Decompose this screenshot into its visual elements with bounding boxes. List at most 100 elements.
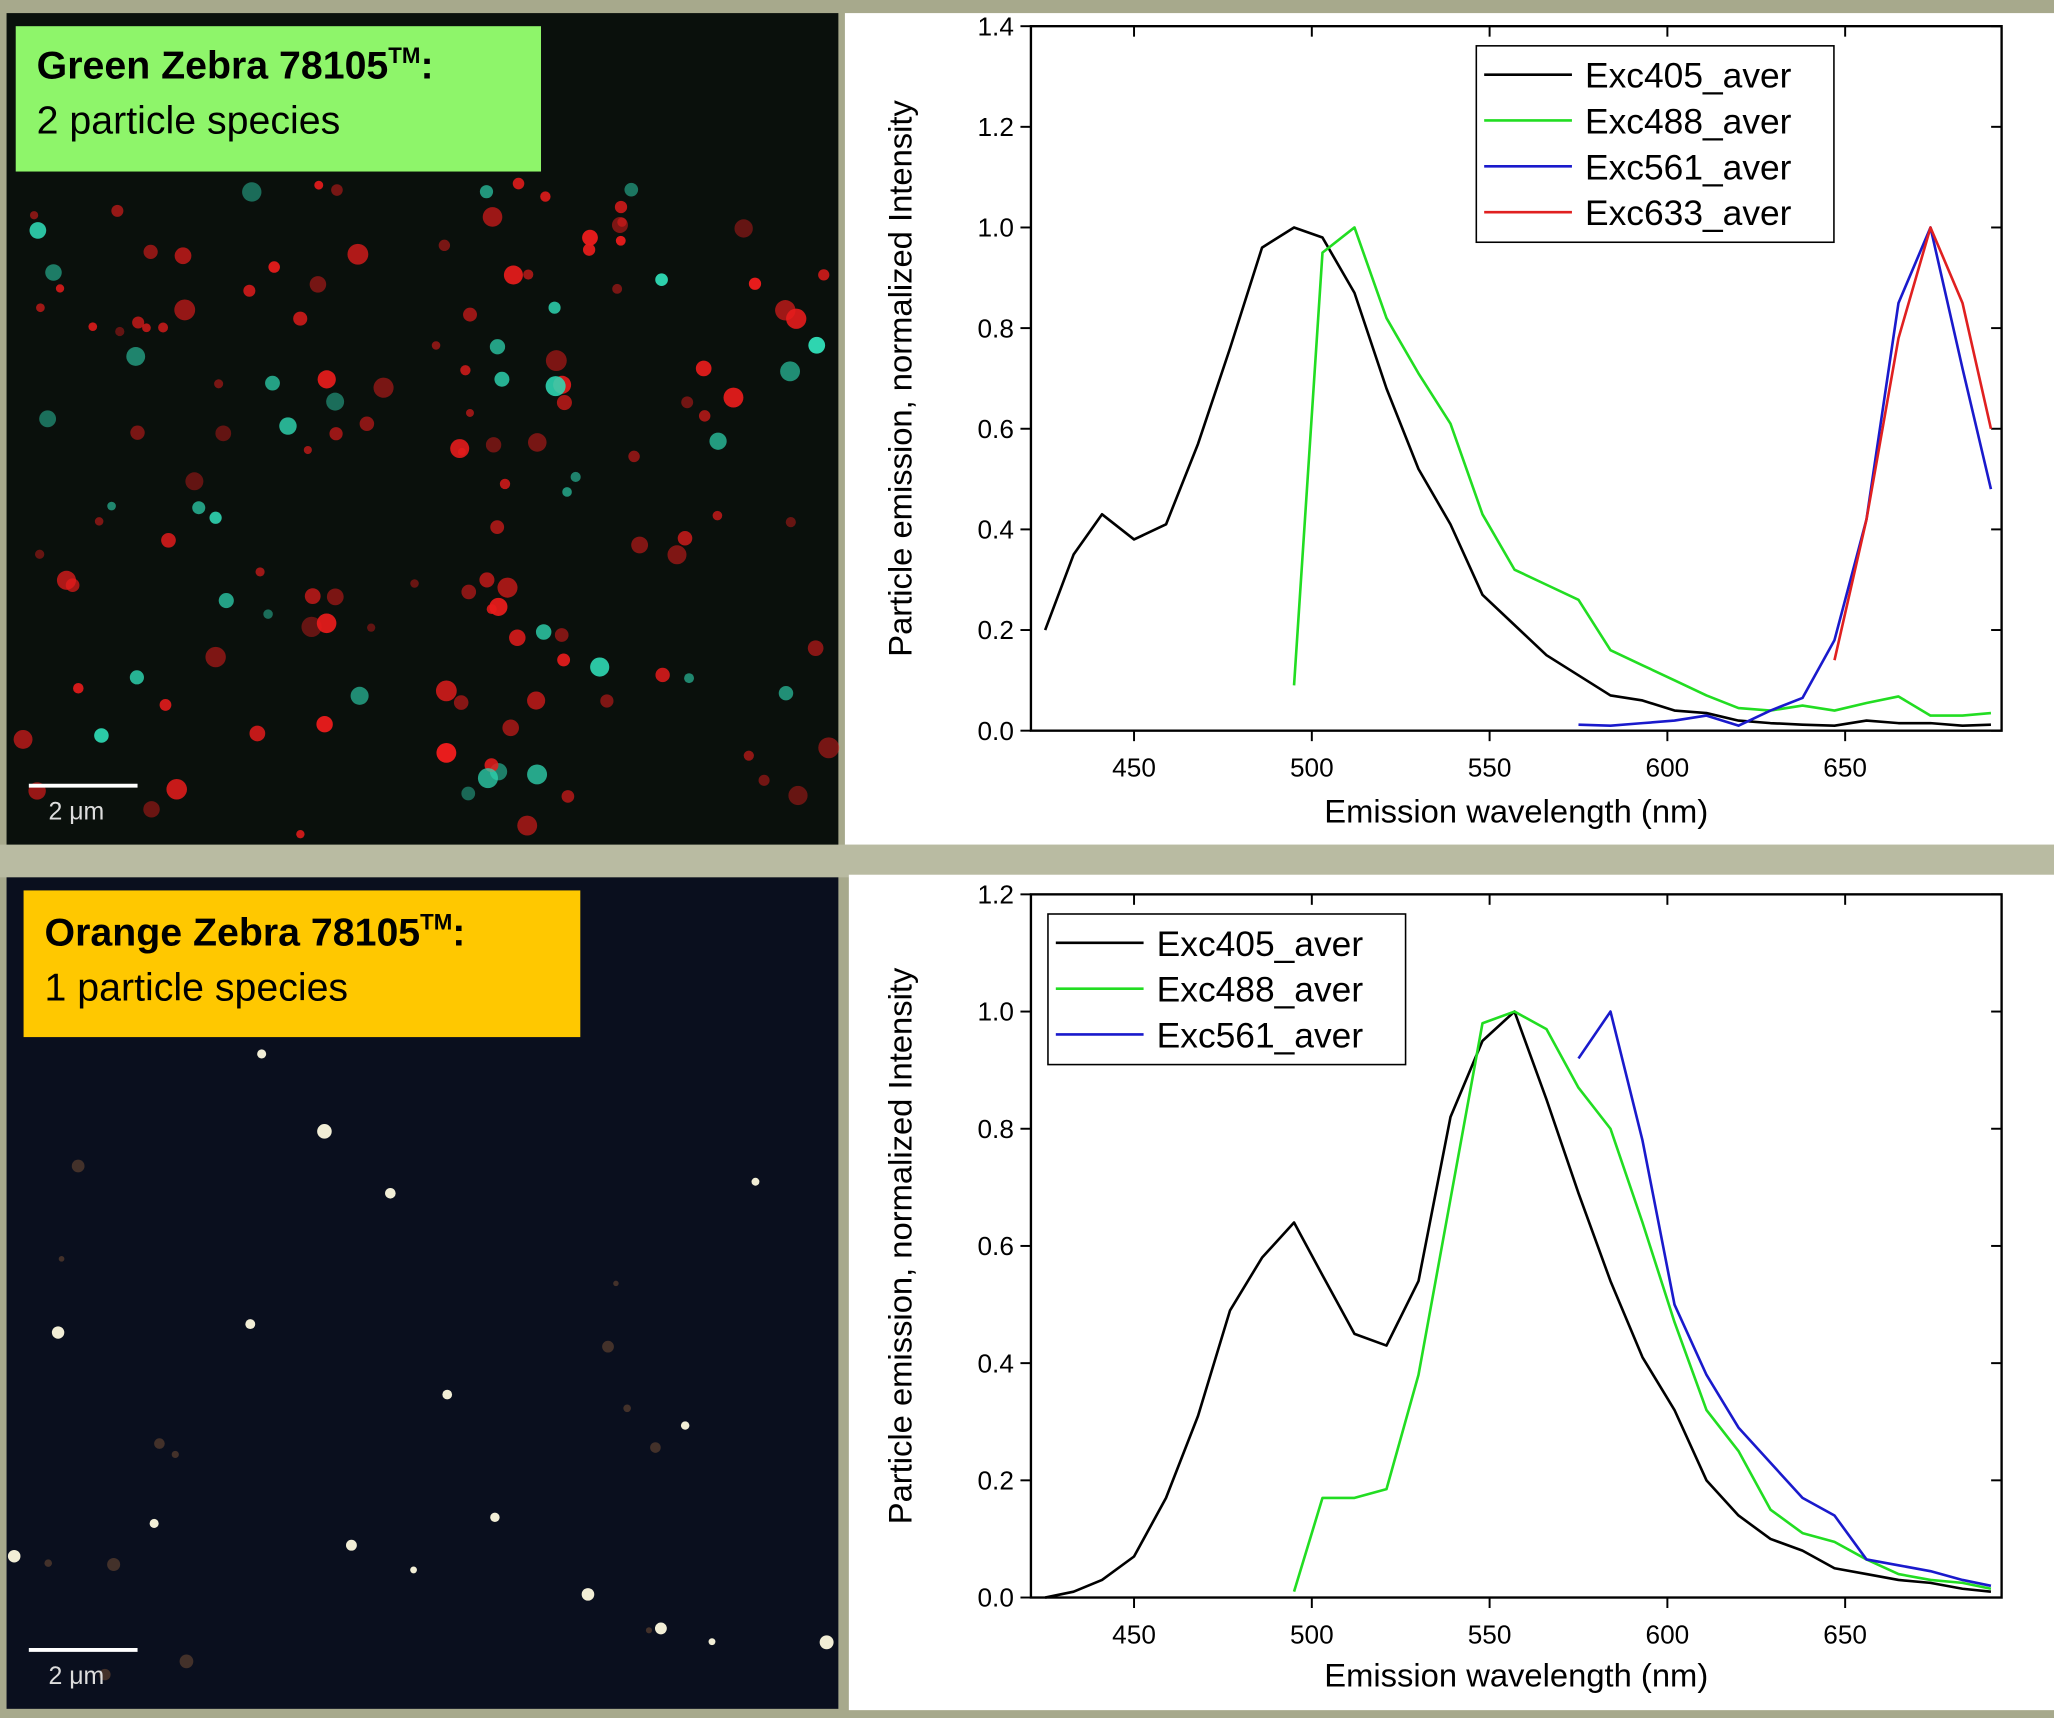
particle: [461, 786, 476, 801]
particle: [88, 322, 98, 332]
y-tick-label: 1.2: [977, 880, 1013, 910]
particle: [263, 609, 273, 619]
particle: [545, 376, 566, 397]
particle: [490, 1512, 500, 1523]
particle: [527, 691, 546, 710]
particle: [205, 646, 226, 668]
particle: [582, 229, 598, 246]
particle: [509, 629, 526, 647]
particle: [242, 182, 262, 202]
particle: [161, 532, 176, 548]
legend-label: Exc561_aver: [1585, 148, 1792, 187]
particle: [535, 624, 552, 640]
colon: :: [420, 44, 433, 88]
particle: [453, 695, 469, 710]
particle: [265, 375, 280, 391]
series-line: [1577, 1010, 1992, 1588]
particle: [359, 416, 375, 431]
particle: [293, 311, 308, 326]
particle: [681, 396, 694, 409]
y-axis-title: Particle emission, normalized Intensity: [882, 967, 919, 1524]
particle: [438, 239, 451, 252]
particle: [631, 536, 649, 554]
particle: [778, 685, 794, 701]
particle: [51, 1326, 65, 1339]
particle: [143, 244, 158, 259]
particle: [479, 185, 494, 199]
particle: [485, 437, 502, 453]
particle: [512, 177, 525, 190]
particle: [780, 361, 801, 382]
x-axis-title: Emission wavelength (nm): [1324, 1657, 1708, 1694]
particle: [149, 1518, 159, 1528]
legend-box: [1475, 45, 1835, 244]
particle: [158, 322, 169, 333]
particle: [582, 243, 596, 256]
particle: [723, 387, 744, 408]
chart-background: [848, 874, 2054, 1711]
particle: [55, 284, 65, 293]
y-tick-label: 0.0: [977, 716, 1013, 746]
particle: [73, 682, 84, 694]
particle: [304, 588, 321, 605]
particle: [209, 511, 222, 524]
particle: [517, 815, 538, 836]
panel-title: Orange Zebra 78105: [45, 910, 421, 954]
particle: [115, 326, 125, 337]
particle: [245, 1319, 256, 1330]
particle: [477, 768, 498, 789]
particle: [677, 530, 693, 546]
x-tick-label: 450: [1112, 1619, 1156, 1649]
particle: [45, 264, 62, 281]
particle: [350, 686, 369, 705]
particle: [562, 487, 572, 497]
particle: [581, 1588, 595, 1601]
label-box: [23, 890, 581, 1038]
particle: [129, 670, 144, 685]
particle: [257, 1049, 267, 1059]
particle: [590, 657, 610, 677]
particle: [316, 613, 337, 634]
particle: [808, 336, 826, 354]
particle: [326, 588, 344, 606]
series-line: [1043, 226, 1991, 727]
particle: [623, 1404, 631, 1413]
y-tick-label: 0.8: [977, 313, 1013, 343]
x-tick-label: 650: [1823, 1619, 1867, 1649]
particle: [561, 790, 575, 803]
particle: [614, 200, 628, 214]
particle: [94, 517, 104, 526]
particle: [431, 341, 441, 350]
particle: [111, 204, 124, 217]
particle: [667, 545, 687, 565]
particle: [751, 1177, 760, 1186]
particle: [99, 1668, 111, 1681]
particle: [71, 1159, 85, 1173]
particle: [373, 377, 394, 398]
particle: [482, 207, 503, 227]
particle: [29, 222, 47, 239]
particle: [385, 1187, 396, 1199]
scale-bar-label: 2 μm: [48, 1662, 104, 1690]
separator: [0, 844, 2054, 878]
x-tick-label: 450: [1112, 753, 1156, 783]
particle: [819, 1635, 834, 1650]
particle: [684, 673, 695, 684]
particle: [695, 360, 712, 377]
particle: [748, 277, 762, 290]
particle: [758, 774, 770, 786]
y-tick-label: 0.2: [977, 615, 1013, 645]
particle: [410, 579, 419, 588]
particle: [466, 409, 474, 417]
particle: [527, 764, 548, 785]
y-tick-label: 0.2: [977, 1466, 1013, 1496]
panel-label: Green Zebra 78105TM:: [37, 43, 434, 88]
legend-label: Exc405_aver: [1157, 925, 1364, 964]
panel-label: Orange Zebra 78105TM:: [45, 910, 466, 955]
legend-label: Exc633_aver: [1585, 194, 1792, 233]
particle: [314, 180, 324, 190]
particle: [600, 694, 614, 708]
particle: [243, 284, 256, 297]
trademark: TM: [420, 910, 452, 935]
particle: [463, 307, 477, 322]
